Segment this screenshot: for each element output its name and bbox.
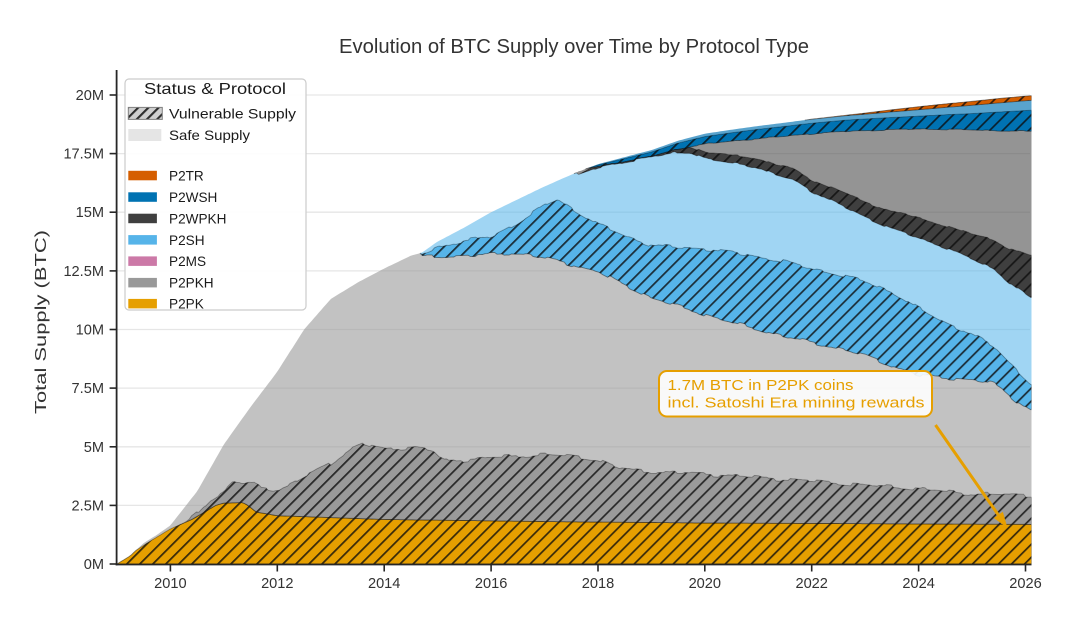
svg-text:2020: 2020 xyxy=(689,576,721,592)
svg-text:20M: 20M xyxy=(76,88,104,104)
svg-text:2026: 2026 xyxy=(1009,576,1041,592)
svg-text:2022: 2022 xyxy=(795,576,827,592)
svg-text:P2WPKH: P2WPKH xyxy=(169,211,226,226)
svg-text:2.5M: 2.5M xyxy=(72,498,104,514)
svg-text:incl. Satoshi Era mining rewar: incl. Satoshi Era mining rewards xyxy=(668,395,925,412)
svg-text:2018: 2018 xyxy=(582,576,614,592)
svg-text:2014: 2014 xyxy=(368,576,400,592)
svg-text:P2WSH: P2WSH xyxy=(169,190,217,205)
svg-text:P2MS: P2MS xyxy=(169,254,206,269)
svg-text:17.5M: 17.5M xyxy=(63,147,104,163)
svg-text:15M: 15M xyxy=(76,205,104,221)
svg-text:Safe Supply: Safe Supply xyxy=(169,127,250,143)
svg-text:12.5M: 12.5M xyxy=(63,264,104,280)
svg-text:2024: 2024 xyxy=(902,576,934,592)
svg-text:P2PKH: P2PKH xyxy=(169,276,214,291)
svg-text:Vulnerable Supply: Vulnerable Supply xyxy=(169,105,296,121)
svg-text:2012: 2012 xyxy=(261,576,293,592)
svg-text:P2SH: P2SH xyxy=(169,233,205,248)
svg-text:7.5M: 7.5M xyxy=(72,381,104,397)
svg-text:Evolution of BTC Supply over T: Evolution of BTC Supply over Time by Pro… xyxy=(339,35,809,58)
svg-text:10M: 10M xyxy=(76,323,104,339)
svg-text:Status & Protocol: Status & Protocol xyxy=(144,81,286,98)
svg-text:P2PK: P2PK xyxy=(169,297,204,312)
svg-text:1.7M BTC in P2PK coins: 1.7M BTC in P2PK coins xyxy=(668,377,854,394)
svg-text:2010: 2010 xyxy=(154,576,186,592)
svg-text:2016: 2016 xyxy=(475,576,507,592)
svg-text:P2TR: P2TR xyxy=(169,169,204,184)
svg-text:Total Supply (BTC): Total Supply (BTC) xyxy=(33,230,50,414)
svg-text:5M: 5M xyxy=(84,440,104,456)
svg-text:0M: 0M xyxy=(84,557,104,573)
